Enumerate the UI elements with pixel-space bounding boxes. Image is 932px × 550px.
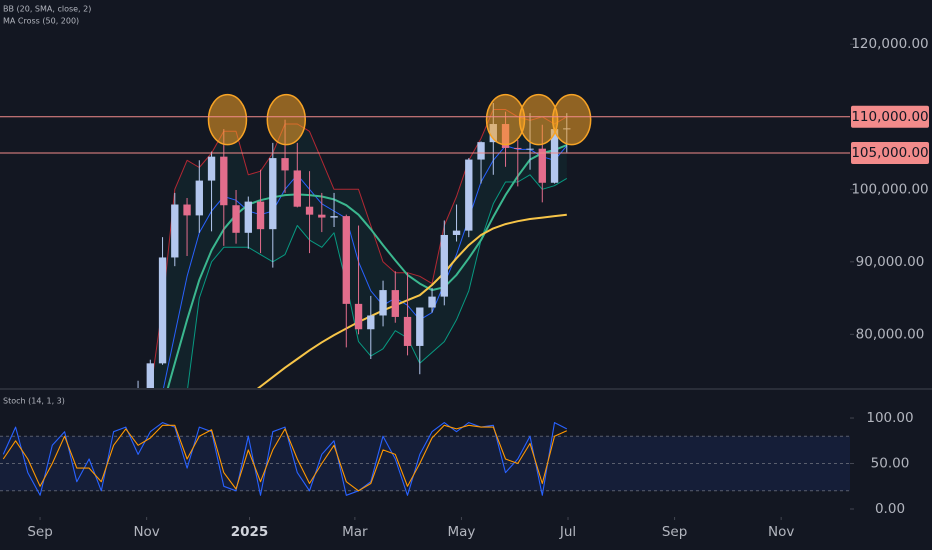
stoch-title: Stoch (14, 1, 3) (3, 397, 65, 406)
y-tick-label: 100,000.00 (851, 181, 928, 197)
candle-body (550, 129, 559, 183)
candle-body (477, 142, 485, 160)
line-series (2, 424, 568, 492)
x-tick-label: Jul (559, 524, 576, 540)
y-tick-label: 80,000.00 (856, 326, 925, 342)
candle-body (318, 214, 326, 218)
candle-body (367, 315, 375, 330)
level-box (851, 105, 929, 128)
candle-body (232, 205, 240, 233)
y-tick-label: 90,000.00 (856, 254, 925, 270)
candle-body (342, 216, 350, 304)
x-tick-label: Mar (342, 524, 368, 540)
candle-body (158, 257, 167, 364)
candle-body (538, 148, 546, 183)
price-pane (137, 93, 592, 388)
candle-body (452, 230, 461, 235)
candle-body (330, 216, 338, 218)
highlight-circle (485, 93, 526, 146)
candle-body (220, 156, 228, 206)
level-box (851, 142, 929, 165)
candle-body (146, 363, 154, 388)
candle-body (428, 296, 436, 308)
x-tick-label: May (447, 524, 475, 540)
x-tick-label: Sep (662, 524, 687, 540)
level-label: 105,000.00 (851, 145, 928, 161)
candle-body (440, 234, 448, 297)
candle-body (171, 204, 179, 258)
y-tick-label: 100.00 (866, 410, 913, 426)
line-series (187, 174, 568, 388)
candle-body (391, 290, 399, 317)
candle-body (293, 170, 301, 207)
candle-body (465, 159, 473, 231)
highlight-circle (551, 93, 592, 146)
candle-body (256, 201, 265, 230)
candle-body (207, 156, 216, 181)
candle-body (195, 180, 203, 216)
candle-body (244, 201, 252, 233)
candle-body (183, 204, 191, 216)
highlight-circle (518, 93, 559, 146)
candle-body (379, 290, 387, 316)
axes: 80,000.00 90,000.00 100,000.00 120,000.00 10… (0, 36, 929, 540)
candle-body (354, 303, 363, 330)
indicator-label: MA Cross (50, 200) (3, 17, 79, 26)
candle-body (416, 307, 424, 346)
candle-body (514, 147, 522, 149)
line-series (2, 422, 568, 496)
candle-body (281, 158, 289, 171)
y-tick-label: 120,000.00 (851, 36, 928, 52)
line-series (166, 144, 568, 388)
y-tick-label: 0.00 (875, 501, 905, 517)
highlight-circle (266, 93, 307, 146)
stoch-pane (0, 422, 850, 496)
candle-body (526, 148, 534, 150)
x-tick-label: Nov (133, 524, 159, 540)
x-tick-label: Nov (768, 524, 794, 540)
highlight-circle (207, 93, 248, 146)
indicator-label: BB (20, SMA, close, 2) (3, 5, 91, 14)
level-label: 110,000.00 (851, 109, 928, 125)
y-tick-label: 50.00 (871, 456, 910, 472)
candle-body (403, 316, 412, 346)
candle-body (305, 206, 314, 215)
candle-body (269, 158, 277, 230)
x-tick-label: 2025 (231, 524, 269, 540)
x-tick-label: Sep (27, 524, 52, 540)
